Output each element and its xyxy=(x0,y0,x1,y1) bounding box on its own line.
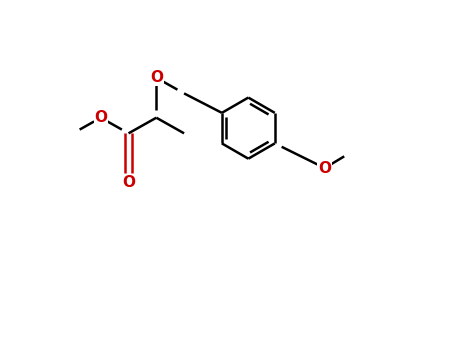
Text: O: O xyxy=(150,70,163,85)
Text: O: O xyxy=(122,175,135,190)
Text: O: O xyxy=(318,161,331,176)
Text: O: O xyxy=(94,110,107,125)
